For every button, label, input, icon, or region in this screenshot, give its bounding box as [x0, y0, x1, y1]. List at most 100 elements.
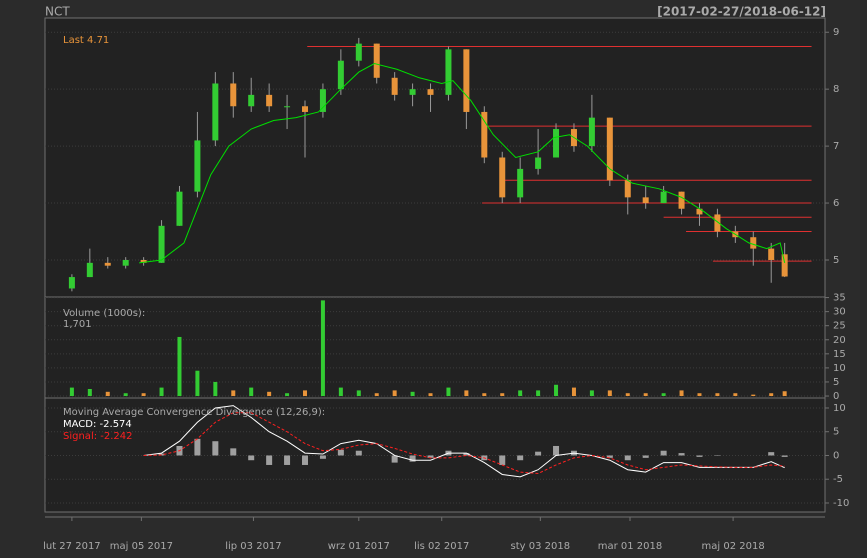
candle-body — [714, 214, 721, 232]
volume-bar — [285, 393, 290, 397]
candle-body — [266, 94, 273, 107]
x-tick-label: maj 05 2017 — [110, 541, 173, 552]
y-tick-label: 10 — [833, 363, 846, 374]
candle-body — [391, 77, 398, 95]
candle-body — [624, 180, 631, 198]
volume-bar — [782, 391, 787, 397]
macd-line — [143, 412, 785, 475]
volume-bar — [249, 387, 254, 397]
histogram-bar — [391, 455, 398, 463]
volume-bar — [733, 393, 738, 397]
legend-text: Last 4.71 — [63, 35, 109, 46]
candle-body — [588, 117, 595, 147]
legend-label: Last — [63, 35, 84, 46]
volume-bar — [392, 390, 397, 397]
histogram-bar — [355, 450, 362, 456]
histogram-bar — [499, 455, 506, 465]
histogram-bar — [678, 453, 685, 456]
candle-body — [606, 117, 613, 181]
volume-bar — [374, 393, 379, 397]
histogram-bar — [194, 438, 201, 456]
legend-entry: MACD: -2.574 — [63, 419, 132, 430]
histogram-bar — [463, 453, 470, 456]
volume-bar — [482, 393, 487, 397]
candle-body — [427, 89, 434, 95]
histogram-bar — [781, 455, 788, 457]
y-tick-label: 5 — [833, 377, 839, 388]
candle-body — [86, 262, 93, 278]
volume-bar — [141, 393, 146, 397]
date-range: [2017-02-27/2018-06-12] — [657, 5, 826, 19]
volume-bar — [518, 390, 523, 397]
moving-average — [139, 63, 786, 264]
legend-value: -2.574 — [100, 419, 132, 430]
histogram-bar — [302, 455, 308, 465]
histogram-bar — [660, 450, 667, 456]
volume-bar — [769, 393, 774, 397]
histogram-bar — [517, 455, 524, 461]
y-tick-label: 25 — [833, 321, 846, 332]
candle-body — [176, 191, 183, 226]
candle-body — [750, 237, 757, 249]
candle-body — [553, 129, 560, 158]
volume-bar — [195, 370, 200, 397]
histogram-bar — [642, 455, 649, 458]
volume-bar — [267, 391, 272, 397]
legend-value: -2.242 — [100, 431, 132, 442]
y-tick-label: 6 — [833, 198, 839, 209]
x-tick-label: wrz 01 2017 — [328, 541, 390, 552]
volume-bar — [320, 300, 325, 397]
x-tick-label: sty 03 2018 — [511, 541, 571, 552]
volume-bar — [87, 388, 92, 397]
histogram-bar — [535, 451, 542, 456]
volume-bar — [428, 393, 433, 397]
candle-body — [696, 208, 703, 215]
legend-label: Signal: — [63, 431, 97, 442]
volume-bar — [697, 393, 702, 397]
volume-bar — [715, 393, 720, 397]
candle-body — [337, 60, 344, 90]
candle-body — [194, 140, 201, 192]
candle-body — [373, 43, 380, 78]
legend-value: 4.71 — [87, 35, 109, 46]
x-tick-label: lut 27 2017 — [43, 541, 101, 552]
candle-body — [68, 277, 75, 289]
y-tick-label: -5 — [833, 474, 843, 485]
histogram-bar — [606, 455, 613, 458]
candle-body — [319, 89, 326, 112]
volume-bar — [410, 391, 415, 397]
y-tick-label: 15 — [833, 349, 846, 360]
candle-body — [122, 259, 129, 266]
candle-body — [463, 49, 470, 112]
volume-bar — [661, 393, 666, 397]
y-tick-label: 20 — [833, 335, 846, 346]
y-tick-label: 0 — [833, 450, 839, 461]
plot-area — [44, 17, 826, 513]
candle-body — [104, 262, 111, 266]
x-tick-label: lis 02 2017 — [414, 541, 469, 552]
histogram-bar — [624, 455, 631, 461]
candle-body — [481, 111, 488, 158]
x-tick-label: lip 03 2017 — [225, 541, 281, 552]
volume-bar — [303, 390, 307, 397]
y-tick-label: 10 — [833, 403, 846, 414]
candle-body — [535, 157, 542, 169]
x-tick-label: mar 01 2018 — [598, 541, 663, 552]
legend-entry: Signal: -2.242 — [63, 431, 133, 442]
volume-bar — [607, 390, 612, 397]
candle-body — [517, 168, 524, 198]
y-tick-label: 0 — [833, 391, 839, 402]
y-tick-label: 35 — [833, 293, 846, 304]
volume-bar — [177, 336, 182, 397]
y-tick-label: -10 — [833, 498, 849, 509]
candle-body — [140, 259, 147, 263]
histogram-bar — [427, 455, 434, 458]
candle-body — [284, 106, 291, 108]
histogram-bar — [284, 455, 291, 465]
volume-bar — [536, 390, 541, 397]
volume-bar — [500, 393, 505, 397]
candle-body — [302, 106, 308, 112]
y-tick-label: 8 — [833, 84, 839, 95]
histogram-bar — [553, 445, 560, 456]
volume-bar — [123, 393, 128, 397]
